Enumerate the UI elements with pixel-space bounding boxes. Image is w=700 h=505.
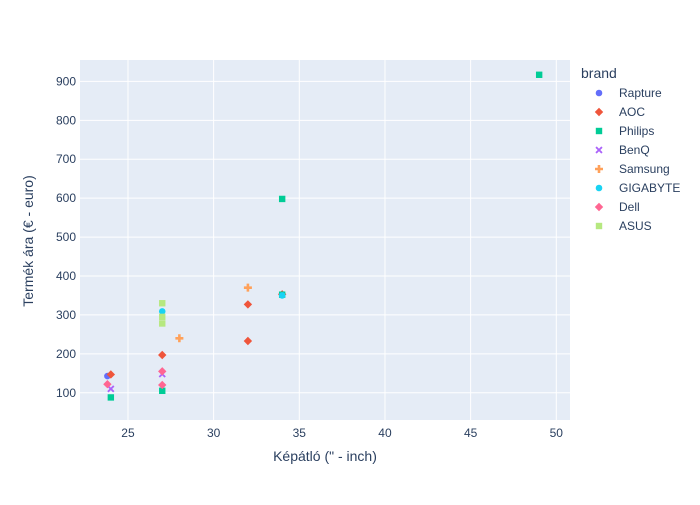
data-point-gigabyte <box>158 308 166 315</box>
data-point-aoc <box>106 370 116 379</box>
data-point-philips <box>107 394 115 401</box>
data-point-philips <box>535 71 543 78</box>
legend-label-rapture: Rapture <box>619 86 662 100</box>
legend-label-philips: Philips <box>619 124 654 138</box>
y-tick-label: 100 <box>56 386 76 400</box>
data-points <box>103 71 543 401</box>
data-point-gigabyte <box>278 292 286 299</box>
data-point-philips <box>278 195 286 203</box>
x-tick-label: 40 <box>378 426 392 440</box>
x-tick-label: 35 <box>293 426 307 440</box>
data-point-aoc <box>243 300 253 309</box>
x-tick-label: 30 <box>207 426 221 440</box>
data-point-aoc <box>243 336 253 346</box>
data-point-philips <box>159 387 166 395</box>
y-tick-label: 900 <box>56 74 76 88</box>
y-tick-label: 500 <box>56 230 76 244</box>
x-axis-label: Képátló (" - inch) <box>273 448 377 464</box>
data-point-asus <box>159 300 166 307</box>
x-tick-label: 25 <box>121 426 135 440</box>
legend-item-asus[interactable]: ASUS <box>595 219 652 233</box>
data-point-asus <box>159 320 166 327</box>
legend-item-samsung[interactable]: Samsung <box>595 162 670 176</box>
legend-item-gigabyte[interactable]: GIGABYTE <box>595 181 681 195</box>
y-tick-label: 300 <box>56 308 76 322</box>
legend-marker-asus <box>595 222 603 230</box>
legend: brand Rapture AOC Philips BenQ Samsung GIGABY… <box>581 65 680 233</box>
legend-marker-gigabyte <box>595 184 603 192</box>
data-point-samsung <box>175 334 184 343</box>
y-tick-label: 600 <box>56 191 76 205</box>
legend-item-benq[interactable]: BenQ <box>595 143 650 157</box>
legend-label-dell: Dell <box>619 200 640 214</box>
legend-label-asus: ASUS <box>619 219 652 233</box>
y-tick-label: 400 <box>56 269 76 283</box>
data-point-benq <box>107 385 115 393</box>
y-tick-label: 200 <box>56 347 76 361</box>
data-point-aoc <box>158 350 167 360</box>
tick-labels: 25 30 35 40 45 50 100 200 300 400 500 600 700 800 900 <box>56 74 563 440</box>
data-point-dell <box>158 367 167 376</box>
legend-marker-benq <box>595 146 603 154</box>
legend-label-aoc: AOC <box>619 105 645 119</box>
y-tick-label: 700 <box>56 152 76 166</box>
legend-item-aoc[interactable]: AOC <box>594 105 646 119</box>
legend-marker-philips <box>595 127 603 135</box>
data-point-asus <box>159 313 166 321</box>
data-point-dell <box>103 379 112 389</box>
data-point-dell <box>158 380 167 390</box>
plot-area <box>80 60 570 420</box>
y-tick-label: 800 <box>56 113 76 127</box>
legend-item-philips[interactable]: Philips <box>595 124 655 138</box>
legend-marker-samsung <box>595 165 603 173</box>
legend-label-samsung: Samsung <box>619 162 670 176</box>
y-axis-label: Termék ára (€ - euro) <box>20 175 36 306</box>
legend-marker-rapture <box>595 89 603 97</box>
data-point-samsung <box>243 283 252 292</box>
legend-label-gigabyte: GIGABYTE <box>619 181 680 195</box>
x-tick-label: 45 <box>464 426 478 440</box>
legend-title: brand <box>581 65 617 81</box>
legend-label-benq: BenQ <box>619 143 650 157</box>
legend-marker-aoc <box>594 107 604 117</box>
legend-marker-dell <box>594 202 604 212</box>
legend-item-dell[interactable]: Dell <box>594 200 640 214</box>
legend-item-rapture[interactable]: Rapture <box>595 86 662 100</box>
x-tick-label: 50 <box>550 426 564 440</box>
